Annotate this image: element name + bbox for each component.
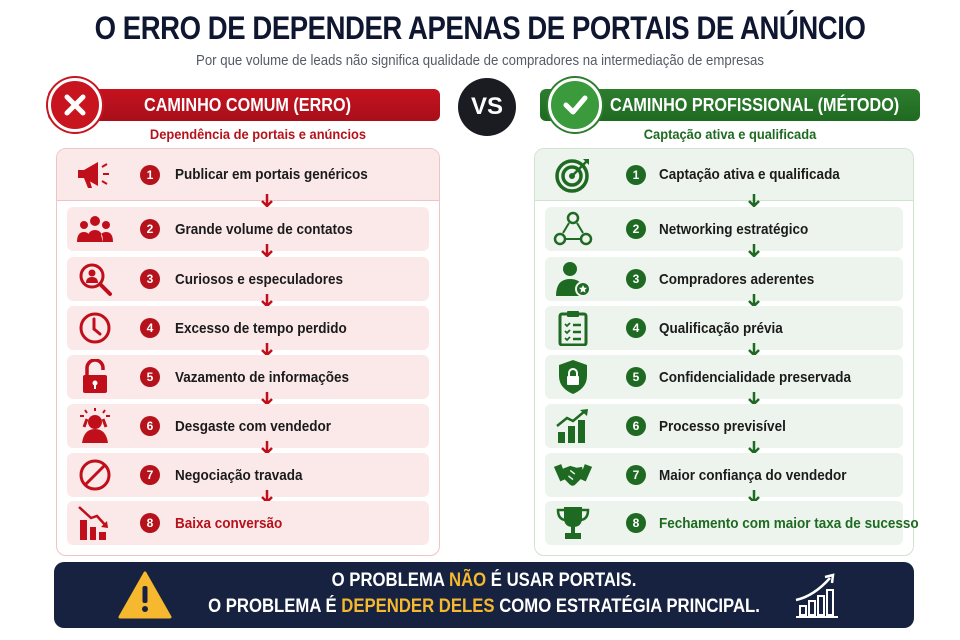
megaphone-icon <box>75 155 115 195</box>
list-item: 4 Excesso de tempo perdido <box>67 306 429 350</box>
growth-chart-icon <box>553 406 593 446</box>
step-number: 3 <box>140 269 160 289</box>
step-label: Baixa conversão <box>175 514 283 532</box>
list-item: 6 Processo previsível <box>545 404 903 448</box>
step-label: Fechamento com maior taxa de sucesso <box>659 514 919 532</box>
step-number: 2 <box>140 219 160 239</box>
right-tagline: Captação ativa e qualificada <box>643 126 817 142</box>
list-item: 6 Desgaste com vendedor <box>67 404 429 448</box>
footer-line-2: O PROBLEMA É DEPENDER DELES COMO ESTRATÉ… <box>106 596 863 618</box>
prohibited-icon <box>75 455 115 495</box>
list-item: 3 Compradores aderentes <box>545 257 903 301</box>
list-item: 1 Captação ativa e qualificada <box>535 149 913 201</box>
step-label: Captação ativa e qualificada <box>659 166 840 183</box>
page-subtitle: Por que volume de leads não significa qu… <box>196 52 764 69</box>
step-number: 8 <box>140 513 160 533</box>
list-item: 4 Qualificação prévia <box>545 306 903 350</box>
footer-text: O PROBLEMA <box>331 570 449 591</box>
step-number: 6 <box>140 416 160 436</box>
arrow-down-icon <box>748 244 760 258</box>
step-number: 1 <box>140 164 160 185</box>
list-item: 1 Publicar em portais genéricos <box>57 149 439 201</box>
list-item: 3 Curiosos e especuladores <box>67 257 429 301</box>
step-label: Excesso de tempo perdido <box>175 319 347 337</box>
step-number: 2 <box>626 219 646 239</box>
shield-lock-icon <box>553 357 593 397</box>
arrow-down-icon <box>261 244 273 258</box>
step-label: Grande volume de contatos <box>175 220 353 238</box>
list-item: 2 Networking estratégico <box>545 207 903 251</box>
step-label: Curiosos e especuladores <box>175 270 344 288</box>
step-label: Publicar em portais genéricos <box>175 166 368 183</box>
warning-icon <box>118 571 172 619</box>
checkmark-circle-icon <box>548 78 602 132</box>
trophy-icon <box>553 503 593 543</box>
footer-text: É USAR PORTAIS. <box>486 570 637 591</box>
list-item: 5 Vazamento de informações <box>67 355 429 399</box>
footer-highlight: NÃO <box>448 570 487 591</box>
magnifier-person-icon <box>75 259 115 299</box>
left-tagline: Dependência de portais e anúncios <box>149 126 367 142</box>
footer-text: O PROBLEMA É <box>208 596 342 617</box>
clipboard-checklist-icon <box>553 308 593 348</box>
step-number: 1 <box>626 164 646 185</box>
step-label: Qualificação prévia <box>659 319 783 337</box>
step-number: 6 <box>626 416 646 436</box>
page-title: O ERRO DE DEPENDER APENAS DE PORTAIS DE … <box>94 10 866 46</box>
declining-chart-icon <box>75 503 115 543</box>
step-number: 5 <box>626 367 646 387</box>
step-label: Negociação travada <box>175 466 303 484</box>
step-number: 7 <box>626 465 646 485</box>
list-item: 8 Fechamento com maior taxa de sucesso <box>545 501 919 545</box>
target-arrow-icon <box>553 155 593 195</box>
left-header-label: CAMINHO COMUM (ERRO) <box>144 94 351 115</box>
step-label: Processo previsível <box>659 417 786 435</box>
footer-text: COMO ESTRATÉGIA PRINCIPAL. <box>494 596 760 617</box>
people-group-icon <box>75 209 115 249</box>
step-label: Maior confiança do vendedor <box>659 466 847 484</box>
footer-callout: O PROBLEMA NÃO É USAR PORTAIS. O PROBLEM… <box>54 562 914 628</box>
step-label: Compradores aderentes <box>659 270 815 288</box>
network-people-icon <box>553 209 593 249</box>
step-label: Networking estratégico <box>659 220 809 238</box>
step-number: 8 <box>626 513 646 533</box>
arrow-down-icon <box>748 194 760 208</box>
step-number: 5 <box>140 367 160 387</box>
list-item: 5 Confidencialidade preservada <box>545 355 903 399</box>
list-item: 7 Maior confiança do vendedor <box>545 453 903 497</box>
stressed-person-icon <box>75 406 115 446</box>
step-number: 4 <box>140 318 160 338</box>
step-label: Confidencialidade preservada <box>659 368 852 386</box>
list-item: 8 Baixa conversão <box>67 501 429 545</box>
handshake-icon <box>553 455 593 495</box>
growth-chart-icon <box>795 573 838 618</box>
arrow-down-icon <box>261 194 273 208</box>
right-header-label: CAMINHO PROFISSIONAL (MÉTODO) <box>610 94 900 115</box>
person-star-icon <box>553 259 593 299</box>
footer-line-1: O PROBLEMA NÃO É USAR PORTAIS. <box>106 570 863 592</box>
left-panel-common-path: 1 Publicar em portais genéricos 2 Grande… <box>56 148 440 556</box>
step-label: Desgaste com vendedor <box>175 417 332 435</box>
footer-highlight: DEPENDER DELES <box>341 596 495 617</box>
step-number: 3 <box>626 269 646 289</box>
step-number: 4 <box>626 318 646 338</box>
step-label: Vazamento de informações <box>175 368 350 386</box>
right-panel-professional-path: 1 Captação ativa e qualificada 2 Network… <box>534 148 919 556</box>
list-item: 2 Grande volume de contatos <box>67 207 429 251</box>
left-header-banner: CAMINHO COMUM (ERRO) <box>48 89 440 121</box>
list-item: 7 Negociação travada <box>67 453 429 497</box>
vs-badge: VS <box>458 78 516 136</box>
step-number: 7 <box>140 465 160 485</box>
right-header-banner: CAMINHO PROFISSIONAL (MÉTODO) <box>540 89 920 121</box>
unlocked-padlock-icon <box>75 357 115 397</box>
clock-icon <box>75 308 115 348</box>
x-circle-icon <box>48 78 102 132</box>
